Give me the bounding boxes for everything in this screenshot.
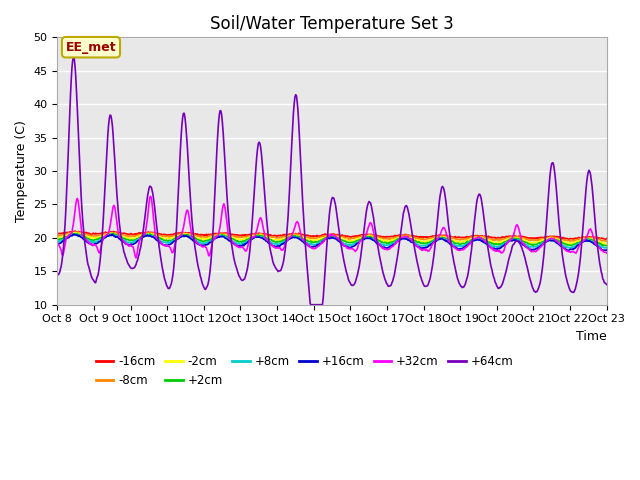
+2cm: [415, 240, 423, 245]
+32cm: [417, 246, 424, 252]
+8cm: [399, 236, 407, 241]
Text: EE_met: EE_met: [66, 41, 116, 54]
+2cm: [63, 234, 71, 240]
-2cm: [72, 229, 79, 235]
+64cm: [54, 271, 61, 277]
+16cm: [415, 244, 423, 250]
-16cm: [71, 228, 79, 234]
Line: -8cm: -8cm: [58, 232, 607, 241]
+8cm: [603, 245, 611, 251]
-8cm: [177, 231, 184, 237]
+8cm: [602, 245, 610, 251]
-8cm: [399, 233, 407, 239]
+2cm: [399, 235, 407, 240]
-16cm: [54, 230, 61, 236]
Line: +8cm: +8cm: [58, 234, 607, 248]
-16cm: [603, 236, 611, 241]
-8cm: [63, 231, 71, 237]
+64cm: [205, 274, 213, 279]
Line: -2cm: -2cm: [58, 232, 607, 244]
+16cm: [205, 240, 213, 245]
+32cm: [177, 232, 185, 238]
+32cm: [401, 234, 408, 240]
+2cm: [603, 243, 611, 249]
-2cm: [121, 234, 129, 240]
+16cm: [54, 241, 61, 247]
+2cm: [121, 236, 129, 241]
+16cm: [603, 247, 611, 253]
-2cm: [415, 237, 423, 243]
-2cm: [63, 232, 71, 238]
-8cm: [74, 229, 82, 235]
+32cm: [132, 255, 140, 261]
Line: +64cm: +64cm: [58, 57, 607, 305]
+64cm: [70, 54, 77, 60]
+8cm: [63, 234, 71, 240]
Y-axis label: Temperature (C): Temperature (C): [15, 120, 28, 222]
+16cm: [399, 236, 407, 241]
-8cm: [602, 239, 610, 244]
+8cm: [415, 243, 423, 249]
-16cm: [63, 230, 71, 236]
+32cm: [63, 234, 71, 240]
+32cm: [120, 239, 128, 244]
+2cm: [177, 232, 184, 238]
+64cm: [121, 251, 129, 256]
+64cm: [307, 302, 315, 308]
+2cm: [599, 243, 607, 249]
+64cm: [63, 173, 71, 179]
+32cm: [206, 251, 214, 256]
-16cm: [121, 230, 129, 236]
+8cm: [108, 231, 115, 237]
-8cm: [205, 234, 213, 240]
-2cm: [205, 235, 213, 240]
+16cm: [70, 231, 78, 237]
-16cm: [205, 232, 213, 238]
+16cm: [121, 240, 129, 245]
Line: +16cm: +16cm: [58, 234, 607, 251]
+64cm: [417, 273, 424, 278]
+32cm: [147, 193, 154, 199]
+16cm: [602, 248, 610, 253]
+16cm: [63, 235, 71, 241]
-8cm: [603, 239, 611, 244]
+32cm: [54, 242, 61, 248]
-2cm: [54, 236, 61, 241]
-2cm: [177, 232, 184, 238]
Legend: -16cm, -8cm, -2cm, +2cm, +8cm, +16cm, +32cm, +64cm: -16cm, -8cm, -2cm, +2cm, +8cm, +16cm, +3…: [91, 351, 518, 392]
+64cm: [603, 282, 611, 288]
+8cm: [54, 238, 61, 244]
+8cm: [121, 238, 129, 243]
-16cm: [415, 234, 423, 240]
+64cm: [401, 208, 408, 214]
-8cm: [121, 233, 129, 239]
Title: Soil/Water Temperature Set 3: Soil/Water Temperature Set 3: [210, 15, 454, 33]
-16cm: [177, 230, 184, 236]
-8cm: [54, 233, 61, 239]
-8cm: [415, 236, 423, 242]
-2cm: [603, 241, 611, 247]
+2cm: [54, 236, 61, 242]
+2cm: [109, 231, 117, 237]
+16cm: [177, 234, 184, 240]
X-axis label: Time: Time: [576, 330, 607, 343]
+32cm: [603, 250, 611, 256]
Line: +32cm: +32cm: [58, 196, 607, 258]
Line: -16cm: -16cm: [58, 231, 607, 240]
+8cm: [177, 233, 184, 239]
-2cm: [399, 234, 407, 240]
+64cm: [177, 147, 184, 153]
-16cm: [601, 237, 609, 242]
+2cm: [205, 237, 213, 243]
-16cm: [399, 232, 407, 238]
Line: +2cm: +2cm: [58, 234, 607, 246]
+8cm: [205, 239, 213, 245]
